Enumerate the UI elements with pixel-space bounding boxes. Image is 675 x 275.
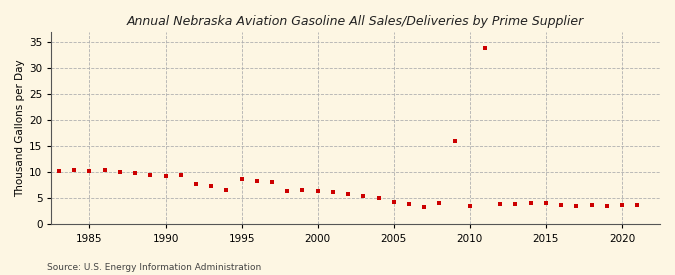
Point xyxy=(313,188,323,193)
Point xyxy=(343,192,354,197)
Point xyxy=(510,202,521,206)
Point xyxy=(282,188,293,193)
Point xyxy=(130,171,140,176)
Point xyxy=(449,139,460,144)
Point xyxy=(190,182,201,186)
Point xyxy=(297,188,308,192)
Point xyxy=(404,202,414,206)
Point xyxy=(99,168,110,172)
Point xyxy=(541,200,551,205)
Point xyxy=(480,45,491,50)
Point xyxy=(327,190,338,194)
Point xyxy=(176,173,186,177)
Point xyxy=(571,204,582,208)
Point xyxy=(632,202,643,207)
Point xyxy=(267,180,277,185)
Point xyxy=(464,204,475,208)
Point xyxy=(206,184,217,188)
Point xyxy=(434,200,445,205)
Point xyxy=(616,202,627,207)
Point xyxy=(556,202,566,207)
Point xyxy=(586,203,597,207)
Point xyxy=(358,194,369,198)
Point xyxy=(221,187,232,192)
Point xyxy=(525,200,536,205)
Point xyxy=(69,168,80,172)
Point xyxy=(145,173,156,177)
Point xyxy=(115,170,126,174)
Point xyxy=(601,204,612,208)
Y-axis label: Thousand Gallons per Day: Thousand Gallons per Day xyxy=(15,59,25,197)
Point xyxy=(373,196,384,201)
Point xyxy=(251,179,262,183)
Title: Annual Nebraska Aviation Gasoline All Sales/Deliveries by Prime Supplier: Annual Nebraska Aviation Gasoline All Sa… xyxy=(127,15,585,28)
Point xyxy=(495,202,506,206)
Point xyxy=(236,177,247,182)
Point xyxy=(53,169,64,174)
Text: Source: U.S. Energy Information Administration: Source: U.S. Energy Information Administ… xyxy=(47,263,261,272)
Point xyxy=(388,200,399,204)
Point xyxy=(84,169,95,174)
Point xyxy=(418,205,429,210)
Point xyxy=(160,173,171,178)
